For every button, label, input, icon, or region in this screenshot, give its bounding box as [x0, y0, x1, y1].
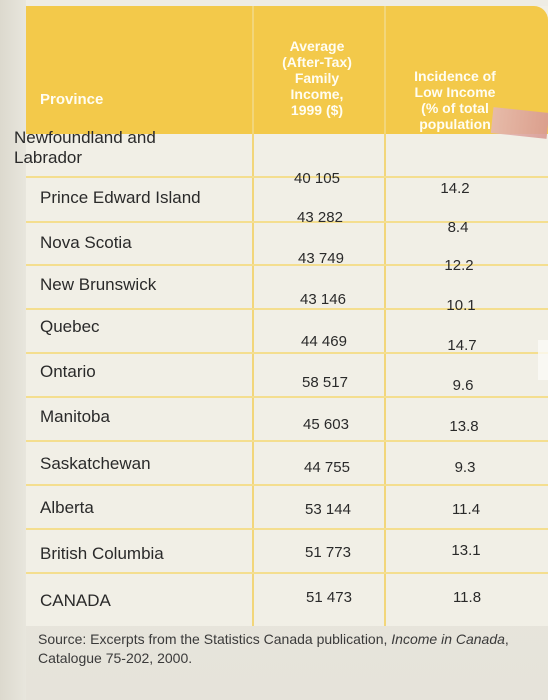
incidence-value: 13.8	[449, 418, 479, 435]
row-divider	[26, 440, 548, 442]
income-value: 51 473	[306, 589, 352, 606]
incidence-value: 14.7	[447, 337, 477, 354]
income-value: 53 144	[305, 501, 351, 518]
row-divider	[26, 572, 548, 574]
income-value: 40 105	[294, 170, 340, 187]
province-name: Saskatchewan	[40, 454, 151, 473]
income-value: 43 146	[300, 291, 346, 308]
page-glare	[538, 340, 548, 380]
incidence-value: 10.1	[446, 297, 476, 314]
header-average-income: Average (After-Tax) Family Income, 1999 …	[282, 38, 352, 118]
province-name: CANADA	[40, 591, 111, 610]
incidence-value: 9.3	[454, 459, 476, 476]
row-divider	[26, 264, 548, 266]
incidence-value: 12.2	[444, 257, 474, 274]
province-name: Prince Edward Island	[40, 188, 201, 207]
province-name: Nova Scotia	[40, 233, 132, 252]
province-name: Newfoundland and Labrador	[14, 128, 156, 167]
data-table: Province Average (After-Tax) Family Inco…	[26, 6, 548, 626]
incidence-value: 13.1	[451, 542, 481, 559]
province-name: Quebec	[40, 317, 100, 336]
incidence-value: 11.4	[451, 501, 481, 518]
header-province: Province	[40, 91, 104, 108]
row-divider	[26, 176, 548, 178]
row-divider	[26, 396, 548, 398]
column-divider	[252, 6, 254, 626]
row-divider	[26, 221, 548, 223]
row-divider	[26, 484, 548, 486]
income-value: 44 469	[301, 333, 347, 350]
income-value: 51 773	[305, 544, 351, 561]
source-note: Source: Excerpts from the Statistics Can…	[38, 630, 543, 668]
page-edge	[0, 0, 26, 700]
row-divider	[26, 308, 548, 310]
row-divider	[26, 528, 548, 530]
source-suffix: , Catalogue 75-202, 2000.	[38, 631, 509, 666]
province-name: New Brunswick	[40, 275, 157, 294]
province-name: Alberta	[40, 498, 94, 517]
column-divider	[384, 6, 386, 626]
incidence-value: 9.6	[452, 377, 474, 394]
province-name: Manitoba	[40, 407, 110, 426]
header-low-income-incidence: Incidence of Low Income (% of total popu…	[414, 68, 496, 132]
table-header-band	[26, 6, 548, 134]
incidence-value: 11.8	[452, 589, 482, 606]
row-divider	[26, 352, 548, 354]
province-name: Ontario	[40, 362, 96, 381]
source-prefix: Source: Excerpts from the Statistics Can…	[38, 631, 392, 647]
incidence-value: 14.2	[440, 180, 470, 197]
incidence-value: 8.4	[447, 219, 469, 236]
source-title: Income in Canada	[391, 631, 505, 647]
income-value: 43 749	[298, 250, 344, 267]
province-name: British Columbia	[40, 544, 164, 563]
income-value: 58 517	[302, 374, 348, 391]
income-value: 45 603	[303, 416, 349, 433]
income-value: 43 282	[297, 209, 343, 226]
income-value: 44 755	[304, 459, 350, 476]
